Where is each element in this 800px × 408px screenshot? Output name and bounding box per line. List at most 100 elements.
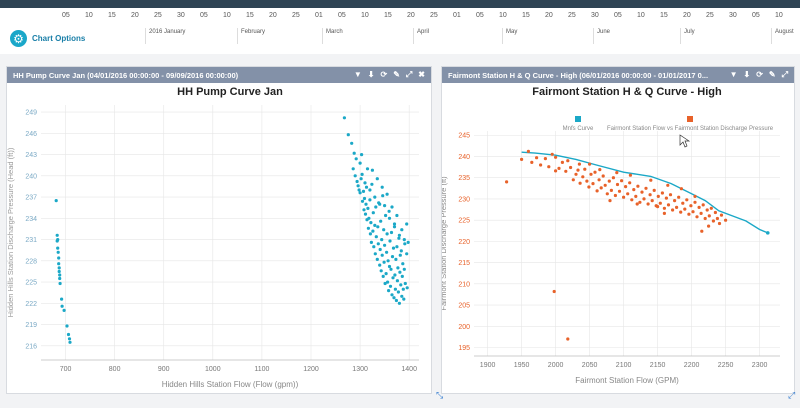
timeline-day-tick: 20 <box>407 12 415 19</box>
refresh-icon[interactable]: ⟳ <box>380 70 388 79</box>
data-point <box>557 166 561 170</box>
panel-toolbar: ▼ ⬇ ⟳ ✎ ⤢ <box>730 70 788 80</box>
download-icon[interactable]: ⬇ <box>367 70 375 79</box>
data-point <box>397 233 401 237</box>
filter-icon[interactable]: ▼ <box>729 70 738 79</box>
timeline-day-tick: 15 <box>660 12 668 19</box>
data-point <box>583 167 587 171</box>
data-point <box>660 191 664 195</box>
x-tick-label: 1000 <box>205 366 221 373</box>
data-point <box>58 281 62 286</box>
data-point <box>56 238 60 242</box>
y-axis-label: Hidden Hills Station Discharge Pressure … <box>7 147 15 317</box>
x-tick-label: 2200 <box>684 362 700 369</box>
timeline-day-tick: 20 <box>683 12 691 19</box>
data-point <box>646 202 650 206</box>
resize-handle-icon[interactable]: ⤢ <box>788 390 796 400</box>
timeline-day-tick: 25 <box>154 12 162 19</box>
chart-title: HH Pump Curve Jan <box>177 86 283 98</box>
data-point <box>382 260 386 264</box>
timeline-day-tick: 25 <box>568 12 576 19</box>
data-point <box>671 208 675 212</box>
data-point <box>597 178 601 182</box>
data-point <box>634 194 638 198</box>
data-point <box>711 219 715 223</box>
timeline-day-tick: 10 <box>223 12 231 19</box>
data-point <box>578 181 582 185</box>
data-point <box>574 172 578 176</box>
data-point <box>649 178 653 182</box>
data-point <box>366 206 370 210</box>
y-tick-label: 228 <box>25 258 37 265</box>
data-point <box>393 287 397 291</box>
data-point <box>603 183 607 187</box>
y-tick-label: 205 <box>458 303 470 310</box>
data-point <box>362 196 367 201</box>
edit-icon[interactable]: ✎ <box>393 70 400 79</box>
y-tick-label: 219 <box>25 322 37 329</box>
data-point <box>368 232 372 236</box>
filter-icon[interactable]: ▼ <box>353 70 362 79</box>
timeline-day-tick: 15 <box>522 12 530 19</box>
data-point <box>687 212 691 216</box>
data-point <box>385 250 389 254</box>
data-point <box>701 203 705 207</box>
y-tick-label: 246 <box>25 131 37 138</box>
data-point <box>564 169 568 173</box>
chart-options-button[interactable]: ⚙ Chart Options <box>10 30 85 47</box>
data-point <box>601 174 605 178</box>
download-icon[interactable]: ⬇ <box>743 70 751 79</box>
timeline-month-label: May <box>502 28 517 44</box>
data-point <box>679 187 683 191</box>
x-tick-label: 1100 <box>254 366 269 373</box>
data-point <box>689 204 693 208</box>
data-point <box>577 162 581 166</box>
x-tick-label: 2300 <box>752 362 768 369</box>
edit-icon[interactable]: ✎ <box>768 70 776 79</box>
data-point <box>615 182 620 187</box>
data-point <box>355 179 359 184</box>
data-point <box>401 262 405 266</box>
data-point <box>679 210 683 214</box>
data-point <box>363 181 367 185</box>
data-point <box>388 284 393 288</box>
x-tick-label: 900 <box>158 366 170 373</box>
data-point <box>405 286 409 290</box>
timeline-month-label: February <box>237 28 265 44</box>
data-point <box>650 199 654 203</box>
data-point <box>648 193 652 197</box>
data-point <box>378 263 382 267</box>
y-tick-label: 230 <box>458 196 470 203</box>
data-point <box>526 149 530 153</box>
y-tick-label: 249 <box>25 110 37 117</box>
data-point <box>673 199 677 203</box>
data-point <box>390 205 394 209</box>
data-point <box>58 273 62 277</box>
panel-title: Fairmont Station H & Q Curve - High (06/… <box>448 70 709 80</box>
data-point <box>390 255 395 259</box>
timeline-navigator[interactable]: 05 10 15 20 25 30 05 10 15 20 25 01 05 10 15 20 25 01 05 10… <box>0 8 800 54</box>
resize-handle-icon[interactable]: ⤡ <box>436 390 444 400</box>
legend-swatch <box>575 116 581 122</box>
data-point <box>387 209 391 213</box>
data-point <box>387 216 392 220</box>
data-point <box>394 257 398 261</box>
data-point <box>662 206 666 210</box>
data-point <box>620 179 624 183</box>
y-axis-label: Fairmont Station Discharge Pressure (ft) <box>442 176 448 311</box>
data-point <box>693 194 697 198</box>
chart-panel-hh: HH Pump Curve Jan (04/01/2016 00:00:00 -… <box>6 66 432 394</box>
expand-icon[interactable]: ⤢ <box>781 70 788 79</box>
close-icon[interactable]: ✖ <box>418 70 425 79</box>
data-point <box>554 169 558 173</box>
y-tick-label: 225 <box>458 218 470 225</box>
data-point <box>368 188 372 192</box>
expand-icon[interactable]: ⤢ <box>405 70 413 79</box>
data-point <box>361 189 366 193</box>
data-point <box>566 337 570 341</box>
data-point <box>700 229 704 233</box>
data-point <box>719 213 724 217</box>
data-point <box>378 247 382 252</box>
timeline-month-label: 2016 January <box>145 28 185 44</box>
refresh-icon[interactable]: ⟳ <box>756 70 763 79</box>
